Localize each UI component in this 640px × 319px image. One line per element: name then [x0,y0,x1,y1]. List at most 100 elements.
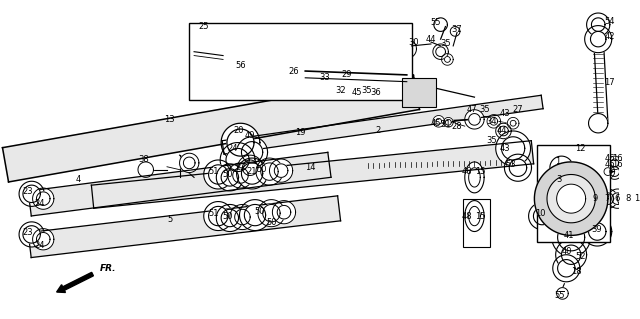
Polygon shape [220,31,275,85]
Text: 4: 4 [76,175,81,184]
Polygon shape [92,141,534,208]
Polygon shape [504,154,531,181]
Polygon shape [292,66,309,84]
Text: 50: 50 [257,165,267,174]
Text: 35: 35 [479,105,490,114]
Text: 24: 24 [227,144,238,153]
Text: 53: 53 [505,160,516,169]
Polygon shape [633,193,640,204]
Text: 12: 12 [575,144,586,153]
Text: 52: 52 [575,252,586,261]
Polygon shape [216,164,243,191]
Text: 16: 16 [612,153,623,163]
Text: 44: 44 [426,35,436,44]
Polygon shape [28,196,340,257]
Polygon shape [499,126,508,136]
Text: 46: 46 [605,160,615,169]
Text: 39: 39 [591,225,602,234]
Text: 24: 24 [34,199,45,208]
Text: 27: 27 [513,105,524,114]
Polygon shape [557,184,586,213]
Text: 14: 14 [305,163,316,172]
Text: 45: 45 [351,88,362,97]
Polygon shape [227,129,254,156]
Text: 55: 55 [431,18,441,27]
Text: 30: 30 [408,38,419,47]
Polygon shape [230,41,265,76]
Polygon shape [406,82,417,93]
Polygon shape [180,153,199,173]
Text: 33: 33 [319,73,330,82]
Polygon shape [510,120,516,126]
Polygon shape [277,205,291,219]
Polygon shape [33,188,54,209]
Polygon shape [601,165,614,178]
Polygon shape [209,206,228,226]
Text: 25: 25 [198,22,209,31]
Polygon shape [433,44,449,59]
Polygon shape [465,201,484,232]
Polygon shape [554,160,569,175]
Polygon shape [260,163,278,180]
Polygon shape [436,47,445,56]
Polygon shape [236,47,259,70]
Polygon shape [557,260,575,277]
Text: 38: 38 [138,155,149,165]
Polygon shape [216,204,243,232]
Text: 8: 8 [625,194,631,203]
Text: 43: 43 [500,144,511,153]
Text: 32: 32 [336,86,346,95]
Polygon shape [465,110,484,129]
Polygon shape [36,233,50,246]
Polygon shape [287,61,314,88]
Polygon shape [502,137,525,160]
Polygon shape [330,70,339,80]
Polygon shape [583,217,612,246]
Polygon shape [612,193,623,204]
Polygon shape [221,209,239,227]
Polygon shape [602,193,614,204]
Polygon shape [28,152,331,216]
Polygon shape [550,156,573,179]
Text: 50: 50 [223,170,233,179]
Text: 54: 54 [605,17,615,26]
Text: 56: 56 [235,61,246,70]
Text: 6: 6 [615,194,620,203]
Polygon shape [557,164,565,172]
Polygon shape [226,148,249,172]
Polygon shape [593,193,604,204]
Text: 37: 37 [452,25,463,34]
Polygon shape [544,150,579,185]
Bar [538,145,610,242]
Text: 15: 15 [475,211,486,220]
Text: 50: 50 [266,218,276,227]
Polygon shape [209,165,228,184]
Polygon shape [244,204,266,226]
Polygon shape [258,200,285,227]
Text: 44: 44 [496,126,507,136]
Polygon shape [444,117,453,127]
Polygon shape [243,160,258,175]
Polygon shape [607,164,622,179]
Polygon shape [509,159,527,176]
Polygon shape [221,123,260,162]
Polygon shape [233,168,248,183]
Polygon shape [237,155,262,180]
Bar [189,23,412,100]
Text: 51: 51 [208,209,219,218]
Polygon shape [256,158,283,185]
Polygon shape [235,209,250,225]
Text: 48: 48 [461,167,472,176]
Polygon shape [465,162,484,193]
Polygon shape [33,229,54,250]
Polygon shape [397,39,417,58]
Text: 35: 35 [486,136,497,145]
Polygon shape [621,193,633,204]
Text: 45: 45 [431,119,441,128]
Polygon shape [3,75,419,182]
Text: 28: 28 [452,122,462,131]
Polygon shape [19,222,44,247]
Polygon shape [611,159,618,167]
Text: 43: 43 [500,109,511,118]
Polygon shape [547,174,595,223]
